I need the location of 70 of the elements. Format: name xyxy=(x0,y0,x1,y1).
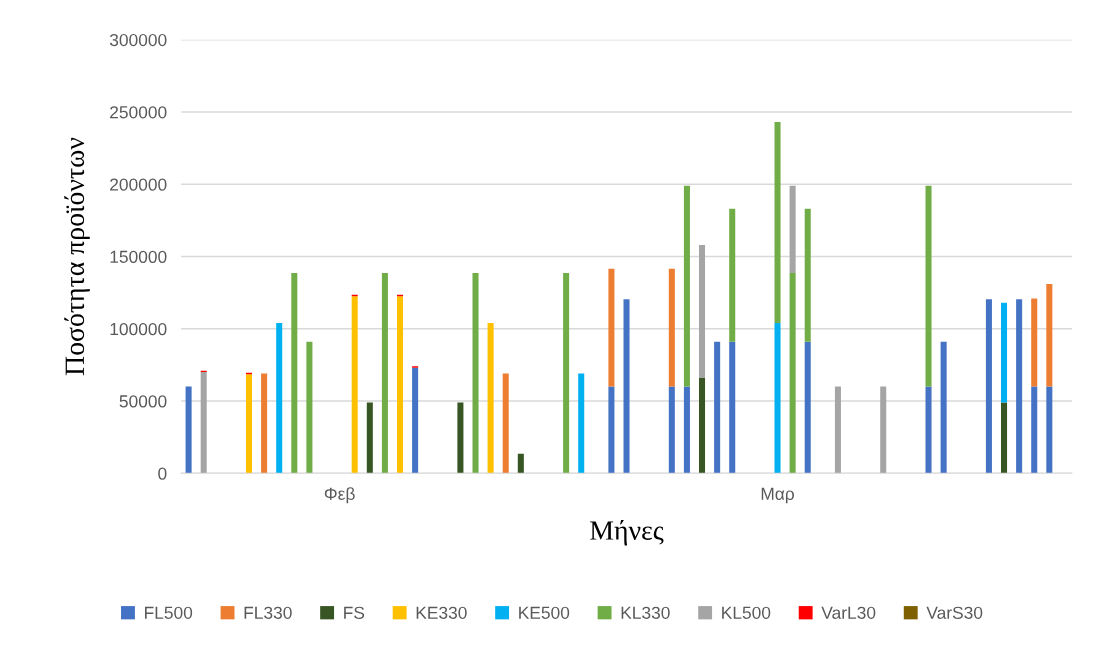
legend-label: FL500 xyxy=(145,606,193,619)
bar xyxy=(729,208,736,342)
bar xyxy=(487,322,494,474)
bar xyxy=(517,453,524,474)
bar xyxy=(200,372,207,474)
bar xyxy=(502,373,509,474)
y-tick-label: 0 xyxy=(158,467,167,480)
bar xyxy=(940,341,947,474)
y-tick-label: 200000 xyxy=(110,178,167,191)
bar xyxy=(699,244,706,378)
bar xyxy=(880,386,887,474)
legend-label: VarS30 xyxy=(926,606,983,619)
bar xyxy=(729,341,736,474)
bar xyxy=(396,296,404,474)
bar xyxy=(774,122,781,323)
bar xyxy=(381,273,388,474)
bar xyxy=(1001,402,1008,474)
bar xyxy=(457,402,464,474)
legend-label: KL500 xyxy=(722,606,771,619)
x-axis-title: Μήνες xyxy=(590,520,664,546)
y-tick-label: 150000 xyxy=(110,250,167,263)
bar xyxy=(1001,302,1008,403)
bar xyxy=(683,185,690,387)
y-tick-label: 300000 xyxy=(109,33,167,47)
bar xyxy=(472,273,479,474)
bar xyxy=(985,299,992,474)
x-tick-label: Μαρ xyxy=(761,487,795,504)
legend-label: FS xyxy=(344,606,365,619)
legend-label: FL330 xyxy=(244,606,292,619)
bar xyxy=(774,322,781,474)
bar xyxy=(306,341,313,474)
bar xyxy=(578,373,585,474)
bar xyxy=(608,386,615,474)
bar xyxy=(683,386,690,474)
y-tick-label: 250000 xyxy=(110,106,167,119)
bar xyxy=(925,185,932,387)
bar xyxy=(714,341,721,474)
x-tick-label: Φεβ xyxy=(324,487,355,504)
bar xyxy=(185,386,192,474)
bar xyxy=(789,185,796,274)
bar xyxy=(261,373,268,474)
legend-label: KE500 xyxy=(519,606,570,619)
bar xyxy=(351,296,358,474)
bar xyxy=(276,322,283,474)
bar xyxy=(789,273,796,474)
bar xyxy=(668,386,675,474)
bar xyxy=(1016,299,1023,474)
y-tick-label: 100000 xyxy=(110,322,167,336)
bar xyxy=(699,377,706,474)
legend-label: KE330 xyxy=(416,606,467,619)
bar xyxy=(291,273,298,474)
bar xyxy=(563,273,570,474)
bar xyxy=(245,374,253,474)
legend-label: VarL30 xyxy=(821,606,876,619)
legend-label: KL330 xyxy=(621,606,670,619)
bar xyxy=(623,299,630,474)
bar xyxy=(1046,283,1053,387)
bar xyxy=(925,386,932,474)
bar xyxy=(1031,386,1038,474)
bar xyxy=(412,367,419,474)
bar xyxy=(1031,298,1038,387)
bar xyxy=(366,402,373,474)
bar xyxy=(804,208,811,342)
bar xyxy=(804,341,811,474)
bar xyxy=(1046,386,1053,474)
y-tick-label: 50000 xyxy=(119,395,167,408)
y-axis-title: Ποσότητα προϊόντων xyxy=(64,137,90,376)
bar xyxy=(668,268,675,387)
bar xyxy=(608,268,615,387)
bar xyxy=(834,386,841,474)
